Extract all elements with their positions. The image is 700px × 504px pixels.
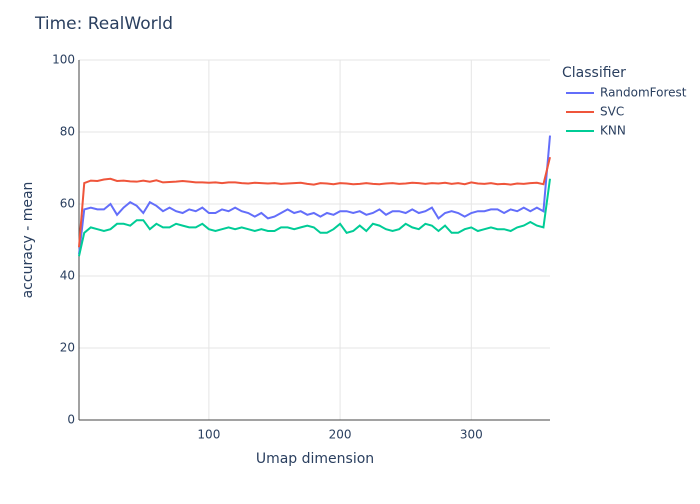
y-tick-label: 20 <box>60 341 75 355</box>
legend-label: SVC <box>600 105 624 119</box>
x-tick-label: 100 <box>197 428 220 442</box>
y-tick-label: 40 <box>60 269 75 283</box>
y-tick-label: 60 <box>60 197 75 211</box>
x-axis-label: Umap dimension <box>256 451 374 467</box>
x-tick-label: 200 <box>329 428 352 442</box>
legend-label: KNN <box>600 124 626 138</box>
legend-title: Classifier <box>562 65 626 81</box>
y-tick-label: 0 <box>67 413 75 427</box>
y-tick-label: 80 <box>60 125 75 139</box>
series-line <box>78 178 551 257</box>
series-line <box>78 156 551 248</box>
legend-label: RandomForest <box>600 86 687 100</box>
series-line <box>78 135 551 255</box>
y-axis-label: accuracy - mean <box>20 182 36 299</box>
x-tick-label: 300 <box>460 428 483 442</box>
chart-title: Time: RealWorld <box>34 14 173 34</box>
y-tick-label: 100 <box>52 53 75 67</box>
